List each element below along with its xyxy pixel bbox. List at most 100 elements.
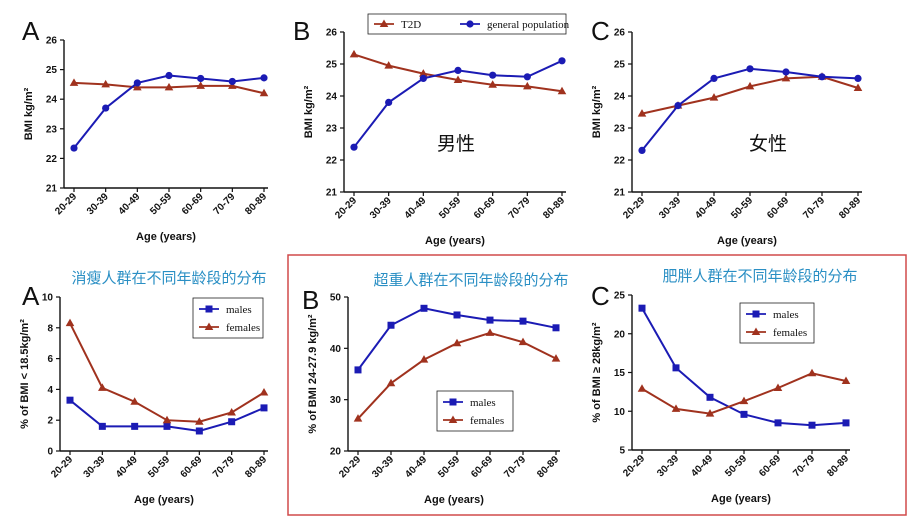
data-point: [519, 317, 527, 325]
y-tick-label: 5: [619, 446, 625, 457]
y-tick-label: 8: [47, 323, 53, 334]
data-point: [227, 408, 236, 416]
y-tick-label: 10: [42, 293, 54, 304]
data-point: [739, 396, 749, 405]
data-point: [349, 49, 359, 58]
panel-letter: C: [591, 16, 610, 46]
y-tick-label: 25: [326, 60, 338, 71]
y-tick-label: 10: [614, 407, 626, 418]
y-tick-label: 21: [614, 188, 626, 199]
panel-letter: C: [591, 281, 610, 311]
data-point: [488, 80, 497, 88]
panel-letter: A: [22, 281, 40, 311]
legend-marker: [204, 322, 214, 330]
data-point: [485, 328, 495, 336]
data-point: [818, 73, 826, 81]
y-tick-label: 22: [46, 154, 58, 165]
data-point: [551, 354, 561, 362]
legend-box: [436, 390, 514, 432]
data-point: [454, 66, 462, 74]
y-tick-label: 26: [614, 28, 626, 39]
data-point: [228, 81, 237, 89]
y-axis-title: % of BMI 24-27.9 kg/m²: [307, 314, 319, 434]
y-tick-label: 40: [330, 344, 342, 355]
data-point: [638, 304, 646, 312]
y-axis-title: BMI kg/m²: [303, 85, 315, 138]
legend-marker: [205, 305, 213, 313]
y-tick-label: 23: [614, 124, 626, 135]
legend: males females: [436, 390, 514, 432]
highlight-frame: [287, 254, 907, 516]
data-point: [130, 397, 139, 405]
legend-label: general population: [487, 19, 570, 31]
y-tick-label: 6: [47, 354, 53, 365]
legend-box: [739, 302, 815, 344]
y-axis-title: BMI kg/m²: [591, 85, 603, 138]
y-tick-label: 21: [46, 184, 58, 195]
data-point: [385, 98, 393, 106]
y-tick-label: 4: [47, 385, 53, 396]
legend: T2D general population: [367, 13, 570, 35]
y-tick-label: 25: [46, 65, 58, 76]
chart-center-label: 男性: [437, 133, 475, 155]
data-point: [196, 81, 205, 89]
x-axis-title: Age (years): [425, 235, 485, 247]
y-tick-label: 23: [46, 124, 58, 135]
data-point: [133, 79, 141, 87]
legend: males females: [739, 302, 815, 344]
y-tick-label: 0: [47, 447, 53, 458]
data-point: [523, 73, 531, 81]
data-point: [808, 421, 816, 429]
data-point: [419, 355, 429, 363]
legend-label: females: [226, 322, 260, 334]
x-axis-title: Age (years): [711, 493, 771, 505]
data-point: [197, 74, 205, 83]
x-axis-title: Age (years): [424, 494, 484, 506]
data-point: [228, 77, 236, 86]
legend-marker: [449, 398, 457, 406]
legend-marker: [751, 327, 761, 335]
data-point: [807, 368, 817, 377]
data-point: [386, 378, 396, 387]
data-point: [70, 144, 78, 152]
data-point: [65, 318, 75, 327]
panel-letter: B: [302, 285, 319, 315]
y-axis-title: BMI kg/m²: [23, 87, 35, 140]
data-point: [842, 419, 850, 427]
y-tick-label: 20: [330, 447, 342, 458]
data-point: [195, 417, 204, 425]
y-tick-label: 50: [330, 293, 342, 304]
data-point: [774, 419, 782, 427]
y-tick-label: 26: [326, 28, 338, 39]
data-point: [453, 75, 463, 83]
legend-label: females: [470, 415, 504, 427]
y-tick-label: 22: [326, 156, 338, 167]
legend-box: [192, 297, 264, 339]
panel-letter: A: [22, 16, 40, 46]
chart-center-label: 女性: [749, 133, 787, 155]
data-point: [102, 104, 110, 112]
y-tick-label: 15: [614, 368, 626, 379]
chart-title: 消瘦人群在不同年龄段的分布: [71, 269, 266, 287]
data-point: [354, 366, 362, 374]
data-point: [260, 404, 268, 412]
data-point: [195, 427, 203, 435]
legend-marker: [379, 19, 389, 27]
data-point: [384, 61, 393, 69]
data-point: [419, 74, 427, 82]
data-point: [419, 69, 428, 77]
data-point: [853, 83, 863, 91]
data-point: [353, 414, 363, 422]
data-point: [420, 304, 428, 312]
legend-label: females: [773, 327, 807, 339]
data-point: [558, 57, 566, 65]
data-point: [486, 316, 494, 324]
legend: males females: [192, 297, 264, 339]
x-axis-title: Age (years): [134, 494, 194, 506]
data-point: [69, 78, 79, 86]
data-point: [350, 143, 358, 151]
data-point: [637, 384, 647, 392]
data-point: [259, 88, 269, 97]
